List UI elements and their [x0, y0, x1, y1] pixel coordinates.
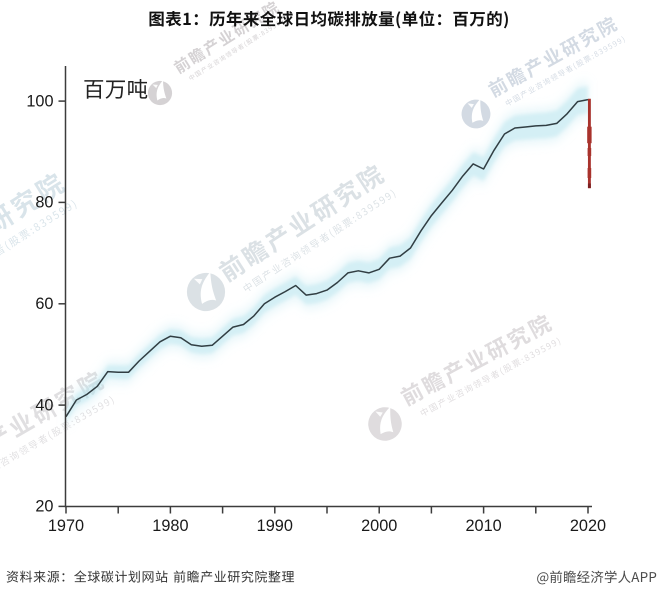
svg-text:2000: 2000 — [361, 517, 397, 535]
svg-text:2020: 2020 — [570, 517, 606, 535]
svg-text:1970: 1970 — [48, 517, 84, 535]
svg-text:20: 20 — [35, 498, 53, 516]
svg-text:40: 40 — [35, 396, 53, 414]
svg-text:1990: 1990 — [257, 517, 293, 535]
svg-text:1980: 1980 — [152, 517, 188, 535]
svg-text:100: 100 — [26, 92, 53, 110]
svg-text:60: 60 — [35, 295, 53, 313]
svg-text:80: 80 — [35, 194, 53, 212]
svg-text:2010: 2010 — [465, 517, 501, 535]
